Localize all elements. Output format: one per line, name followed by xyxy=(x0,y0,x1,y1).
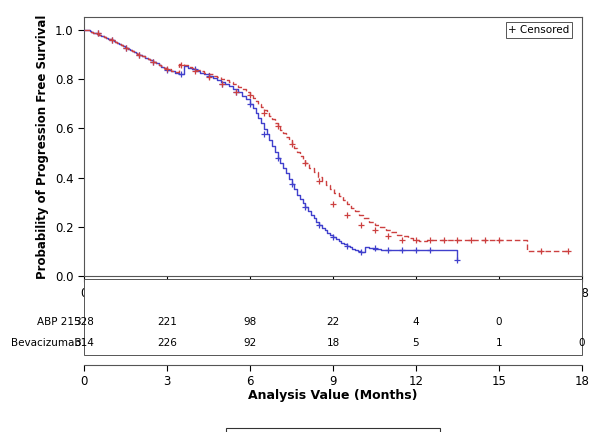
Point xyxy=(218,80,227,87)
Point xyxy=(162,66,172,73)
Point xyxy=(452,236,462,243)
Point xyxy=(107,37,116,44)
Point xyxy=(273,155,283,162)
Point xyxy=(121,44,130,51)
Point xyxy=(218,81,227,88)
Point xyxy=(259,109,269,116)
Point xyxy=(356,221,365,228)
Point xyxy=(328,201,338,208)
Text: ABP 215: ABP 215 xyxy=(37,317,81,327)
Point xyxy=(134,51,144,58)
Point xyxy=(383,246,393,253)
Text: Analysis Value (Months): Analysis Value (Months) xyxy=(248,389,418,402)
Text: 22: 22 xyxy=(326,317,340,327)
Point xyxy=(425,246,434,253)
Point xyxy=(190,66,199,73)
Point xyxy=(232,89,241,95)
Text: 226: 226 xyxy=(157,338,177,349)
Text: 5: 5 xyxy=(413,338,419,349)
Text: 98: 98 xyxy=(244,317,257,327)
Point xyxy=(176,70,185,77)
Text: 4: 4 xyxy=(413,317,419,327)
Text: + Censored: + Censored xyxy=(508,25,569,35)
Point xyxy=(301,204,310,211)
Point xyxy=(342,242,352,249)
Point xyxy=(536,247,545,254)
Point xyxy=(204,73,214,80)
Point xyxy=(121,44,130,51)
Point xyxy=(383,233,393,240)
Text: 328: 328 xyxy=(74,317,94,327)
Point xyxy=(439,236,448,243)
Point xyxy=(411,236,421,243)
Text: Bevacizumab: Bevacizumab xyxy=(11,338,81,349)
Text: 0: 0 xyxy=(496,317,502,327)
Point xyxy=(301,160,310,167)
Text: 221: 221 xyxy=(157,317,177,327)
Point xyxy=(411,246,421,253)
Point xyxy=(370,245,379,251)
Text: 92: 92 xyxy=(244,338,257,349)
Point xyxy=(314,177,324,184)
Point xyxy=(425,236,434,243)
Point xyxy=(245,91,255,98)
Point xyxy=(134,51,144,58)
Point xyxy=(370,226,379,233)
Point xyxy=(494,236,504,243)
Point xyxy=(563,247,573,254)
Text: 18: 18 xyxy=(326,338,340,349)
Point xyxy=(148,58,158,65)
Point xyxy=(273,123,283,130)
Point xyxy=(467,236,476,243)
Text: 0: 0 xyxy=(579,338,585,349)
Point xyxy=(452,257,462,264)
Point xyxy=(93,30,103,37)
Point xyxy=(232,89,241,96)
Point xyxy=(176,62,185,69)
Point xyxy=(162,66,172,73)
Point xyxy=(148,58,158,65)
Y-axis label: Probability of Progression Free Survival: Probability of Progression Free Survival xyxy=(37,15,49,279)
Point xyxy=(93,30,103,37)
Point xyxy=(190,68,199,75)
Text: 1: 1 xyxy=(496,338,502,349)
Point xyxy=(204,73,214,79)
Point xyxy=(259,131,269,138)
Point xyxy=(245,100,255,107)
Point xyxy=(481,236,490,243)
Point xyxy=(356,248,365,255)
Point xyxy=(328,234,338,241)
Point xyxy=(314,221,324,228)
Point xyxy=(287,181,296,187)
Legend: ABP 215, Bevacizumab: ABP 215, Bevacizumab xyxy=(226,428,440,432)
Point xyxy=(397,246,407,253)
Point xyxy=(287,141,296,148)
Point xyxy=(107,37,116,44)
Text: 314: 314 xyxy=(74,338,94,349)
Point xyxy=(342,211,352,218)
Point xyxy=(397,236,407,243)
